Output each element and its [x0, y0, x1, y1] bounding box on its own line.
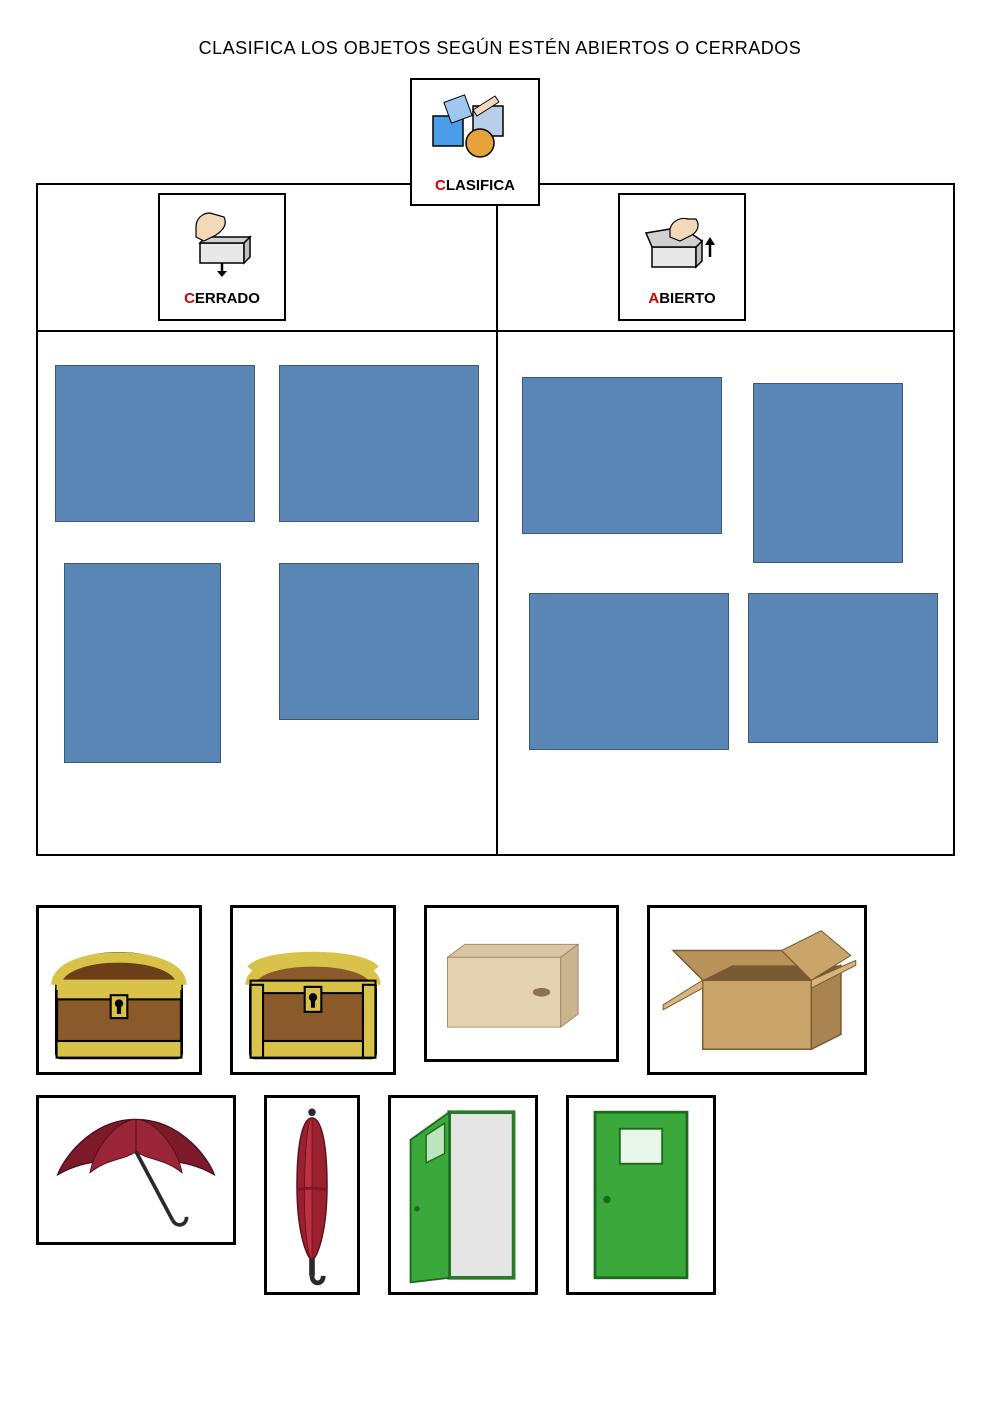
drop-slot-6[interactable]	[753, 383, 903, 563]
item-box-open[interactable]	[647, 905, 867, 1075]
box-closed-icon	[430, 911, 613, 1056]
drop-slot-7[interactable]	[529, 593, 729, 750]
horizontal-divider	[38, 330, 953, 332]
clasifica-header-box: CLASIFICA	[410, 78, 540, 206]
cerrado-label: CERRADO	[160, 290, 284, 307]
chest-closed-icon	[236, 911, 390, 1069]
abierto-label: ABIERTO	[620, 290, 744, 307]
door-open-icon	[394, 1101, 532, 1289]
drop-slot-5[interactable]	[522, 377, 722, 534]
clasifica-label: CLASIFICA	[412, 177, 538, 194]
open-icon	[632, 201, 732, 281]
item-chest-open[interactable]	[36, 905, 202, 1075]
category-abierto: ABIERTO	[618, 193, 746, 321]
items-row-2	[36, 1095, 716, 1295]
chest-open-icon	[42, 911, 196, 1069]
category-cerrado: CERRADO	[158, 193, 286, 321]
closed-icon	[172, 201, 272, 281]
items-row-1	[36, 905, 867, 1075]
page-title: CLASIFICA LOS OBJETOS SEGÚN ESTÉN ABIERT…	[0, 0, 1000, 59]
drop-slot-2[interactable]	[279, 365, 479, 522]
item-box-closed[interactable]	[424, 905, 619, 1062]
drop-slot-4[interactable]	[279, 563, 479, 720]
box-open-icon	[653, 911, 861, 1069]
item-door-closed[interactable]	[566, 1095, 716, 1295]
umbrella-closed-icon	[270, 1101, 354, 1289]
umbrella-open-icon	[42, 1101, 230, 1239]
classification-grid: CERRADO ABIERTO	[36, 183, 955, 856]
classify-icon	[425, 88, 525, 168]
drop-slot-8[interactable]	[748, 593, 938, 743]
drop-slot-1[interactable]	[55, 365, 255, 522]
item-umbrella-closed[interactable]	[264, 1095, 360, 1295]
item-umbrella-open[interactable]	[36, 1095, 236, 1245]
door-closed-icon	[572, 1101, 710, 1289]
item-door-open[interactable]	[388, 1095, 538, 1295]
drop-slot-3[interactable]	[64, 563, 221, 763]
item-chest-closed[interactable]	[230, 905, 396, 1075]
vertical-divider	[496, 185, 498, 854]
